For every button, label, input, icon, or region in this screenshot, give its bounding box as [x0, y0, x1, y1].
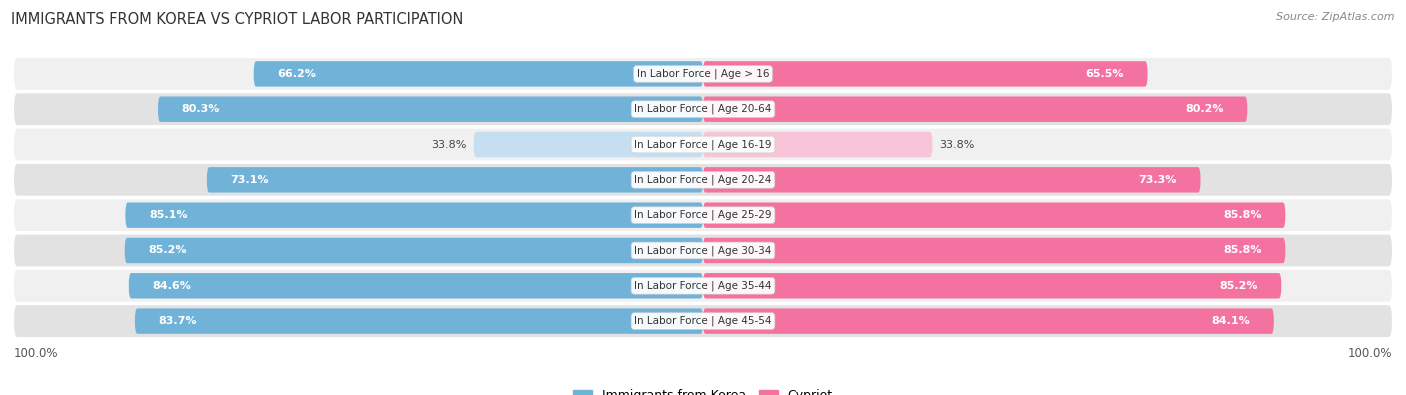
Text: 80.2%: 80.2% [1185, 104, 1223, 114]
Text: In Labor Force | Age > 16: In Labor Force | Age > 16 [637, 69, 769, 79]
Text: In Labor Force | Age 30-34: In Labor Force | Age 30-34 [634, 245, 772, 256]
FancyBboxPatch shape [157, 96, 703, 122]
Text: 100.0%: 100.0% [14, 346, 59, 359]
Text: In Labor Force | Age 20-64: In Labor Force | Age 20-64 [634, 104, 772, 115]
FancyBboxPatch shape [703, 61, 1147, 87]
Text: 66.2%: 66.2% [277, 69, 316, 79]
Text: 84.1%: 84.1% [1212, 316, 1250, 326]
FancyBboxPatch shape [703, 167, 1201, 192]
FancyBboxPatch shape [703, 238, 1285, 263]
FancyBboxPatch shape [703, 308, 1274, 334]
Text: 85.8%: 85.8% [1223, 210, 1261, 220]
FancyBboxPatch shape [207, 167, 703, 192]
Text: 73.3%: 73.3% [1139, 175, 1177, 185]
FancyBboxPatch shape [703, 273, 1281, 299]
Text: IMMIGRANTS FROM KOREA VS CYPRIOT LABOR PARTICIPATION: IMMIGRANTS FROM KOREA VS CYPRIOT LABOR P… [11, 12, 464, 27]
FancyBboxPatch shape [703, 96, 1247, 122]
Text: 100.0%: 100.0% [1347, 346, 1392, 359]
FancyBboxPatch shape [129, 273, 703, 299]
Text: 73.1%: 73.1% [231, 175, 269, 185]
Text: In Labor Force | Age 45-54: In Labor Force | Age 45-54 [634, 316, 772, 326]
Text: In Labor Force | Age 16-19: In Labor Force | Age 16-19 [634, 139, 772, 150]
FancyBboxPatch shape [14, 93, 1392, 125]
FancyBboxPatch shape [14, 199, 1392, 231]
Text: In Labor Force | Age 25-29: In Labor Force | Age 25-29 [634, 210, 772, 220]
Text: 84.6%: 84.6% [152, 281, 191, 291]
Text: 85.8%: 85.8% [1223, 245, 1261, 256]
FancyBboxPatch shape [703, 132, 932, 157]
Text: 85.2%: 85.2% [1219, 281, 1257, 291]
Text: 85.1%: 85.1% [149, 210, 187, 220]
FancyBboxPatch shape [14, 305, 1392, 337]
FancyBboxPatch shape [14, 235, 1392, 266]
FancyBboxPatch shape [125, 203, 703, 228]
Text: 85.2%: 85.2% [149, 245, 187, 256]
FancyBboxPatch shape [14, 129, 1392, 160]
Text: 80.3%: 80.3% [181, 104, 221, 114]
FancyBboxPatch shape [474, 132, 703, 157]
FancyBboxPatch shape [703, 203, 1285, 228]
Text: 33.8%: 33.8% [939, 139, 974, 150]
Text: 33.8%: 33.8% [432, 139, 467, 150]
FancyBboxPatch shape [14, 58, 1392, 90]
Legend: Immigrants from Korea, Cypriot: Immigrants from Korea, Cypriot [568, 384, 838, 395]
FancyBboxPatch shape [14, 270, 1392, 302]
FancyBboxPatch shape [125, 238, 703, 263]
Text: In Labor Force | Age 20-24: In Labor Force | Age 20-24 [634, 175, 772, 185]
FancyBboxPatch shape [14, 164, 1392, 196]
FancyBboxPatch shape [253, 61, 703, 87]
Text: In Labor Force | Age 35-44: In Labor Force | Age 35-44 [634, 280, 772, 291]
Text: Source: ZipAtlas.com: Source: ZipAtlas.com [1277, 12, 1395, 22]
Text: 65.5%: 65.5% [1085, 69, 1123, 79]
FancyBboxPatch shape [135, 308, 703, 334]
Text: 83.7%: 83.7% [159, 316, 197, 326]
